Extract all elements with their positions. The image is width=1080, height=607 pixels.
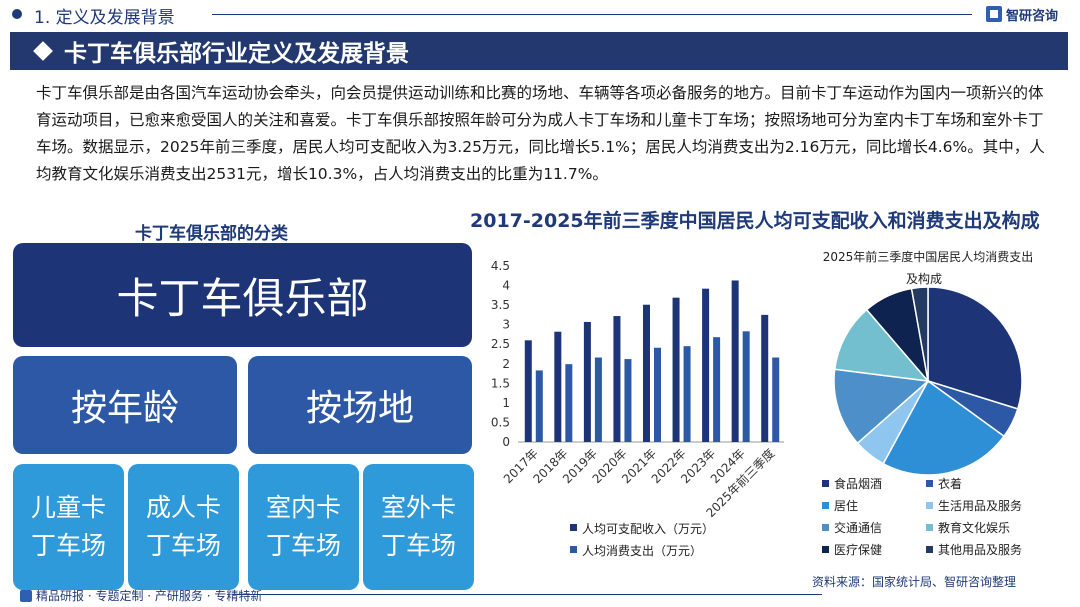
section-title: 1. 定义及发展背景 bbox=[34, 8, 175, 28]
pie-legend-label: 生活用品及服务 bbox=[938, 498, 1022, 513]
bar-expense bbox=[713, 337, 721, 442]
pie-legend-label: 医疗保健 bbox=[834, 543, 882, 557]
outdoor-kart-line2: 丁车场 bbox=[380, 531, 456, 560]
bar-income bbox=[554, 331, 562, 442]
adult-kart-line2: 丁车场 bbox=[145, 531, 221, 560]
legend-label: 人均消费支出（万元） bbox=[582, 544, 702, 558]
brand-logo-icon bbox=[986, 6, 1002, 22]
indoor-kart-box: 室内卡 丁车场 bbox=[248, 464, 359, 590]
y-tick-label: 2.5 bbox=[491, 337, 510, 351]
outdoor-kart-box: 室外卡 丁车场 bbox=[363, 464, 474, 590]
legend-swatch bbox=[570, 546, 577, 553]
page-title: 卡丁车俱乐部行业定义及发展背景 bbox=[64, 41, 409, 67]
footer-divider bbox=[232, 594, 822, 595]
y-tick-label: 3.5 bbox=[491, 298, 510, 312]
bar-expense bbox=[772, 357, 780, 442]
bar-expense bbox=[535, 370, 543, 442]
pie-legend-label: 衣着 bbox=[938, 476, 962, 491]
bar-expense bbox=[594, 357, 602, 442]
bar-expense bbox=[683, 346, 691, 442]
indoor-kart-line1: 室内卡 bbox=[265, 493, 341, 522]
adult-kart-box: 成人卡 丁车场 bbox=[128, 464, 239, 590]
pie-legend-label: 教育文化娱乐 bbox=[938, 520, 1010, 535]
bar-income bbox=[613, 316, 621, 442]
child-kart-box: 儿童卡 丁车场 bbox=[13, 464, 124, 590]
chart-title: 2017-2025年前三季度中国居民人均可支配收入和消费支出及构成 bbox=[470, 210, 1040, 232]
pie-slice bbox=[833, 308, 930, 382]
by-site-box: 按场地 bbox=[248, 356, 472, 454]
bar-expense bbox=[742, 331, 750, 442]
y-tick-label: 1.5 bbox=[491, 376, 510, 390]
bar-expense bbox=[624, 359, 632, 442]
intro-paragraph: 卡丁车俱乐部是由各国汽车运动协会牵头，向会员提供运动训练和比赛的场地、车辆等各项… bbox=[36, 84, 1045, 183]
bar-income bbox=[583, 321, 591, 442]
data-source: 资料来源：国家统计局、智研咨询整理 bbox=[812, 575, 1017, 589]
by-age-box: 按年龄 bbox=[13, 356, 237, 454]
title-banner: 卡丁车俱乐部行业定义及发展背景 bbox=[10, 32, 1068, 70]
outdoor-kart-line1: 室外卡 bbox=[380, 493, 456, 522]
y-tick-label: 3 bbox=[502, 318, 510, 332]
bar-expense bbox=[565, 364, 573, 442]
pie-legend-swatch bbox=[926, 546, 933, 553]
pie-legend-label: 交通通信 bbox=[834, 520, 882, 535]
pie-legend-swatch bbox=[926, 480, 933, 487]
indoor-kart-line2: 丁车场 bbox=[265, 531, 341, 560]
pie-legend-label: 食品烟酒 bbox=[834, 476, 882, 491]
pie-slice bbox=[927, 286, 1023, 410]
section-dot-icon bbox=[12, 9, 22, 19]
footer: 精品研报 · 专题定制 · 产研服务 · 专精特新 bbox=[20, 587, 262, 604]
legend-swatch bbox=[570, 524, 577, 531]
classification-title: 卡丁车俱乐部的分类 bbox=[135, 224, 288, 244]
legend-label: 人均可支配收入（万元） bbox=[582, 522, 714, 536]
root-category-box: 卡丁车俱乐部 bbox=[13, 243, 472, 347]
bar-income bbox=[643, 304, 650, 442]
brand-name: 智研咨询 bbox=[1006, 8, 1059, 24]
header-divider bbox=[212, 14, 972, 15]
pie-title: 2025年前三季度中国居民人均消费支出 bbox=[823, 249, 1034, 264]
bar-income bbox=[702, 288, 710, 442]
pie-slice bbox=[910, 286, 929, 382]
pie-legend-label: 居住 bbox=[834, 499, 858, 513]
top-bar: 1. 定义及发展背景 智研咨询 bbox=[0, 0, 1080, 28]
pie-legend-swatch bbox=[822, 502, 829, 509]
pie-title: 及构成 bbox=[906, 271, 942, 286]
pie-legend-swatch bbox=[926, 524, 933, 531]
y-tick-label: 4.5 bbox=[491, 259, 510, 273]
brand-logo: 智研咨询 bbox=[986, 4, 1058, 24]
bar-income bbox=[672, 297, 680, 442]
pie-legend-swatch bbox=[822, 524, 829, 531]
pie-legend-swatch bbox=[822, 480, 829, 487]
pie-slice bbox=[833, 368, 930, 445]
bar-income bbox=[524, 340, 532, 442]
bar-income bbox=[761, 314, 769, 442]
y-tick-label: 0 bbox=[502, 435, 510, 449]
pie-legend-label: 其他用品及服务 bbox=[938, 542, 1022, 557]
bar-income bbox=[731, 280, 739, 442]
bar-expense bbox=[654, 347, 661, 442]
y-tick-label: 1 bbox=[502, 396, 510, 410]
pie-legend-swatch bbox=[822, 546, 829, 553]
pie-slice bbox=[882, 379, 1006, 476]
footer-services: 精品研报 · 专题定制 · 产研服务 · 专精特新 bbox=[36, 589, 263, 603]
y-tick-label: 0.5 bbox=[491, 415, 510, 429]
y-tick-label: 4 bbox=[502, 279, 510, 293]
y-tick-label: 2 bbox=[502, 357, 510, 371]
child-kart-line2: 丁车场 bbox=[30, 531, 106, 560]
child-kart-line1: 儿童卡 bbox=[30, 493, 106, 522]
footer-logo-icon bbox=[20, 589, 32, 602]
pie-legend-swatch bbox=[926, 502, 933, 509]
adult-kart-line1: 成人卡 bbox=[145, 493, 221, 522]
